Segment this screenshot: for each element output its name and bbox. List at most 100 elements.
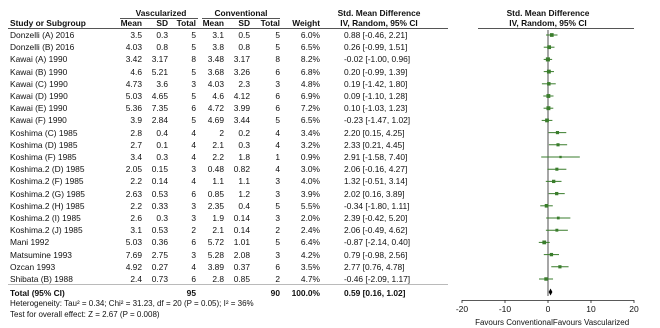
row-total-conv: 1	[275, 152, 280, 162]
row-mean-vasc: 2.05	[125, 164, 142, 175]
row-sd-vasc: 2.84	[151, 115, 168, 126]
row-study: Kawai (F) 1990	[10, 115, 67, 126]
row-sd-vasc: 0.4	[156, 127, 168, 138]
row-mean-vasc: 4.92	[125, 261, 142, 272]
row-sd-conv: 2.3	[238, 78, 250, 89]
row-total-vasc: 6	[191, 237, 196, 248]
row-weight: 8.2%	[300, 54, 320, 65]
row-sd-vasc: 3.17	[151, 54, 168, 65]
row-study: Koshima (D) 1985	[10, 139, 78, 150]
row-mean-vasc: 3.1	[130, 225, 142, 236]
row-ci: -0.46 [-2.09, 1.17]	[344, 274, 411, 284]
row-sd-conv: 1.8	[238, 152, 250, 162]
point-estimate	[549, 33, 554, 37]
row-mean-conv: 3.68	[207, 66, 224, 77]
row-total-vasc: 5	[191, 30, 196, 40]
row-mean-conv: 5.28	[207, 249, 224, 260]
row-total-conv: 6	[275, 91, 280, 101]
row-mean-conv: 2.1	[212, 139, 224, 150]
row-mean-conv: 0.48	[207, 164, 224, 175]
row-ci: 1.32 [-0.51, 3.14]	[344, 176, 408, 187]
row-total-vasc: 5	[191, 66, 196, 77]
row-mean-vasc: 3.4	[130, 152, 142, 162]
row-total-vasc: 6	[191, 188, 196, 199]
point-estimate	[555, 228, 559, 232]
row-total-conv: 3	[275, 176, 280, 187]
row-total-vasc: 4	[191, 261, 196, 272]
row-weight: 6.4%	[300, 237, 320, 248]
point-estimate	[552, 179, 556, 184]
row-study: Koshima.2 (F) 1985	[10, 176, 84, 187]
total-conv-n: 90	[270, 288, 280, 298]
row-study: Donzelli (A) 2016	[10, 30, 75, 40]
row-sd-conv: 1.1	[238, 176, 250, 187]
row-sd-conv: 0.85	[233, 274, 250, 284]
row-sd-vasc: 3.6	[156, 78, 168, 89]
row-mean-vasc: 4.73	[125, 78, 142, 89]
row-weight: 3.5%	[300, 261, 320, 272]
row-ci: 2.20 [0.15, 4.25]	[344, 127, 405, 138]
row-sd-conv: 0.14	[233, 213, 250, 223]
row-sd-conv: 0.82	[233, 164, 250, 175]
row-total-vasc: 3	[191, 213, 196, 223]
point-estimate	[546, 106, 551, 111]
group-header-conventional: Conventional	[214, 8, 268, 18]
row-mean-conv: 2.35	[207, 200, 224, 211]
row-total-vasc: 3	[191, 78, 196, 89]
row-ci: -0.34 [-1.80, 1.11]	[344, 200, 410, 211]
row-weight: 3.9%	[300, 188, 320, 199]
row-ci: 0.20 [-0.99, 1.39]	[344, 66, 408, 77]
row-total-conv: 4	[275, 164, 280, 175]
row-total-conv: 4	[275, 127, 280, 138]
row-total-conv: 3	[275, 188, 280, 199]
row-mean-vasc: 2.8	[130, 127, 142, 138]
header-rule	[8, 28, 448, 29]
row-mean-vasc: 5.03	[125, 91, 142, 101]
col-header-mean-vasc: Mean	[120, 18, 142, 28]
row-weight: 6.5%	[300, 115, 320, 126]
row-ci: 2.06 [-0.16, 4.27]	[344, 164, 408, 175]
row-total-conv: 5	[275, 42, 280, 53]
point-estimate	[556, 216, 560, 220]
row-total-vasc: 8	[191, 54, 196, 65]
point-estimate	[559, 155, 562, 159]
total-label: Total (95% CI)	[10, 288, 65, 298]
row-total-vasc: 4	[191, 139, 196, 150]
col-header-sd-vasc: SD	[156, 18, 168, 28]
row-total-conv: 4	[275, 139, 280, 150]
row-sd-vasc: 0.33	[151, 200, 168, 211]
row-total-vasc: 6	[191, 274, 196, 284]
row-weight: 4.7%	[300, 274, 320, 284]
row-mean-vasc: 5.03	[125, 237, 142, 248]
row-mean-vasc: 2.2	[130, 200, 142, 211]
row-total-conv: 8	[275, 54, 280, 65]
row-study: Kawai (B) 1990	[10, 66, 68, 77]
pooled-diamond	[548, 288, 553, 296]
smd-header-sub: IV, Random, 95% CI	[340, 18, 418, 28]
row-mean-conv: 4.03	[207, 78, 224, 89]
row-sd-vasc: 0.14	[151, 176, 168, 187]
row-total-conv: 5	[275, 200, 280, 211]
row-mean-conv: 0.85	[207, 188, 224, 199]
row-ci: -0.23 [-1.47, 1.02]	[344, 115, 411, 126]
row-ci: -0.02 [-1.00, 0.96]	[344, 54, 411, 65]
row-sd-vasc: 4.65	[151, 91, 168, 101]
row-study: Mani 1992	[10, 237, 50, 248]
row-weight: 4.2%	[300, 249, 320, 260]
row-sd-conv: 0.14	[233, 225, 250, 236]
row-sd-conv: 0.37	[233, 261, 250, 272]
row-mean-vasc: 4.6	[130, 66, 142, 77]
col-header-mean-conv: Mean	[202, 18, 224, 28]
total-vasc-n: 95	[186, 288, 196, 298]
row-mean-conv: 2.8	[212, 274, 224, 284]
overall-effect-text: Test for overall effect: Z = 2.67 (P = 0…	[10, 310, 160, 319]
point-estimate	[545, 118, 549, 123]
row-ci: 2.77 [0.76, 4.78]	[344, 261, 405, 272]
row-weight: 3.2%	[300, 139, 320, 150]
row-total-conv: 6	[275, 103, 280, 114]
row-study: Ozcan 1993	[10, 261, 56, 272]
x-tick-label: 10	[586, 304, 596, 314]
point-estimate	[546, 94, 551, 98]
row-sd-conv: 1.2	[238, 188, 250, 199]
row-mean-conv: 3.1	[212, 30, 224, 40]
